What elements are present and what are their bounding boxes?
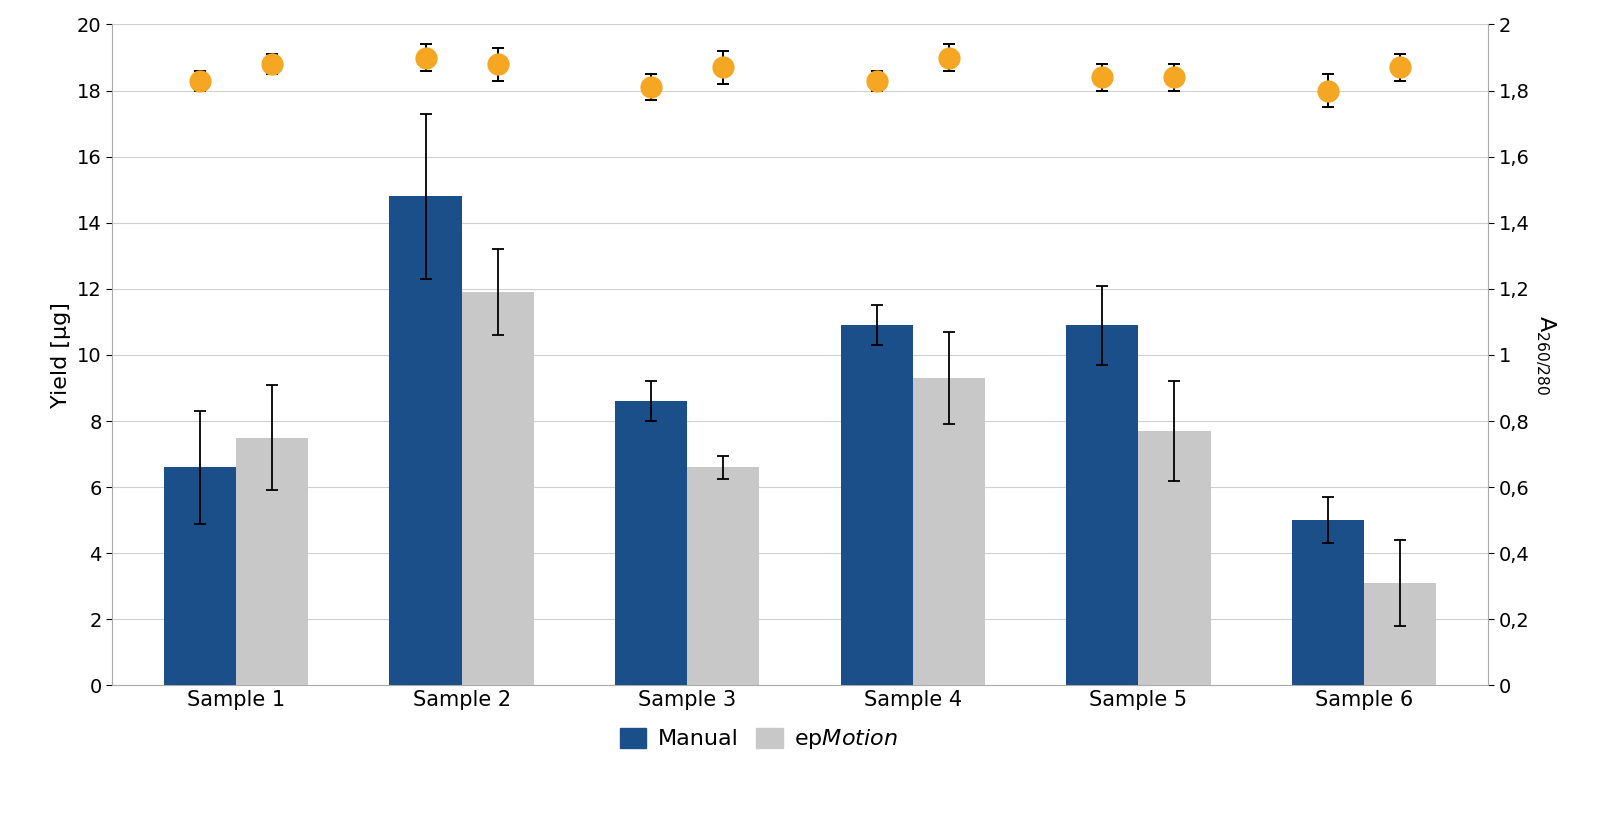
Bar bbox=[688, 468, 760, 685]
Bar bbox=[163, 468, 237, 685]
Bar bbox=[1291, 521, 1363, 685]
Bar bbox=[912, 378, 986, 685]
Bar bbox=[237, 437, 309, 685]
Bar bbox=[462, 292, 534, 685]
Bar bbox=[1363, 583, 1437, 685]
Bar bbox=[1066, 326, 1138, 685]
Y-axis label: A$_{260/280}$: A$_{260/280}$ bbox=[1533, 315, 1557, 395]
Bar bbox=[840, 326, 912, 685]
Bar bbox=[389, 197, 462, 685]
Y-axis label: Yield [µg]: Yield [µg] bbox=[51, 302, 72, 408]
Bar bbox=[1138, 431, 1211, 685]
Legend: Manual, ep$\it{Motion}$: Manual, ep$\it{Motion}$ bbox=[611, 718, 907, 761]
Bar bbox=[614, 401, 688, 685]
